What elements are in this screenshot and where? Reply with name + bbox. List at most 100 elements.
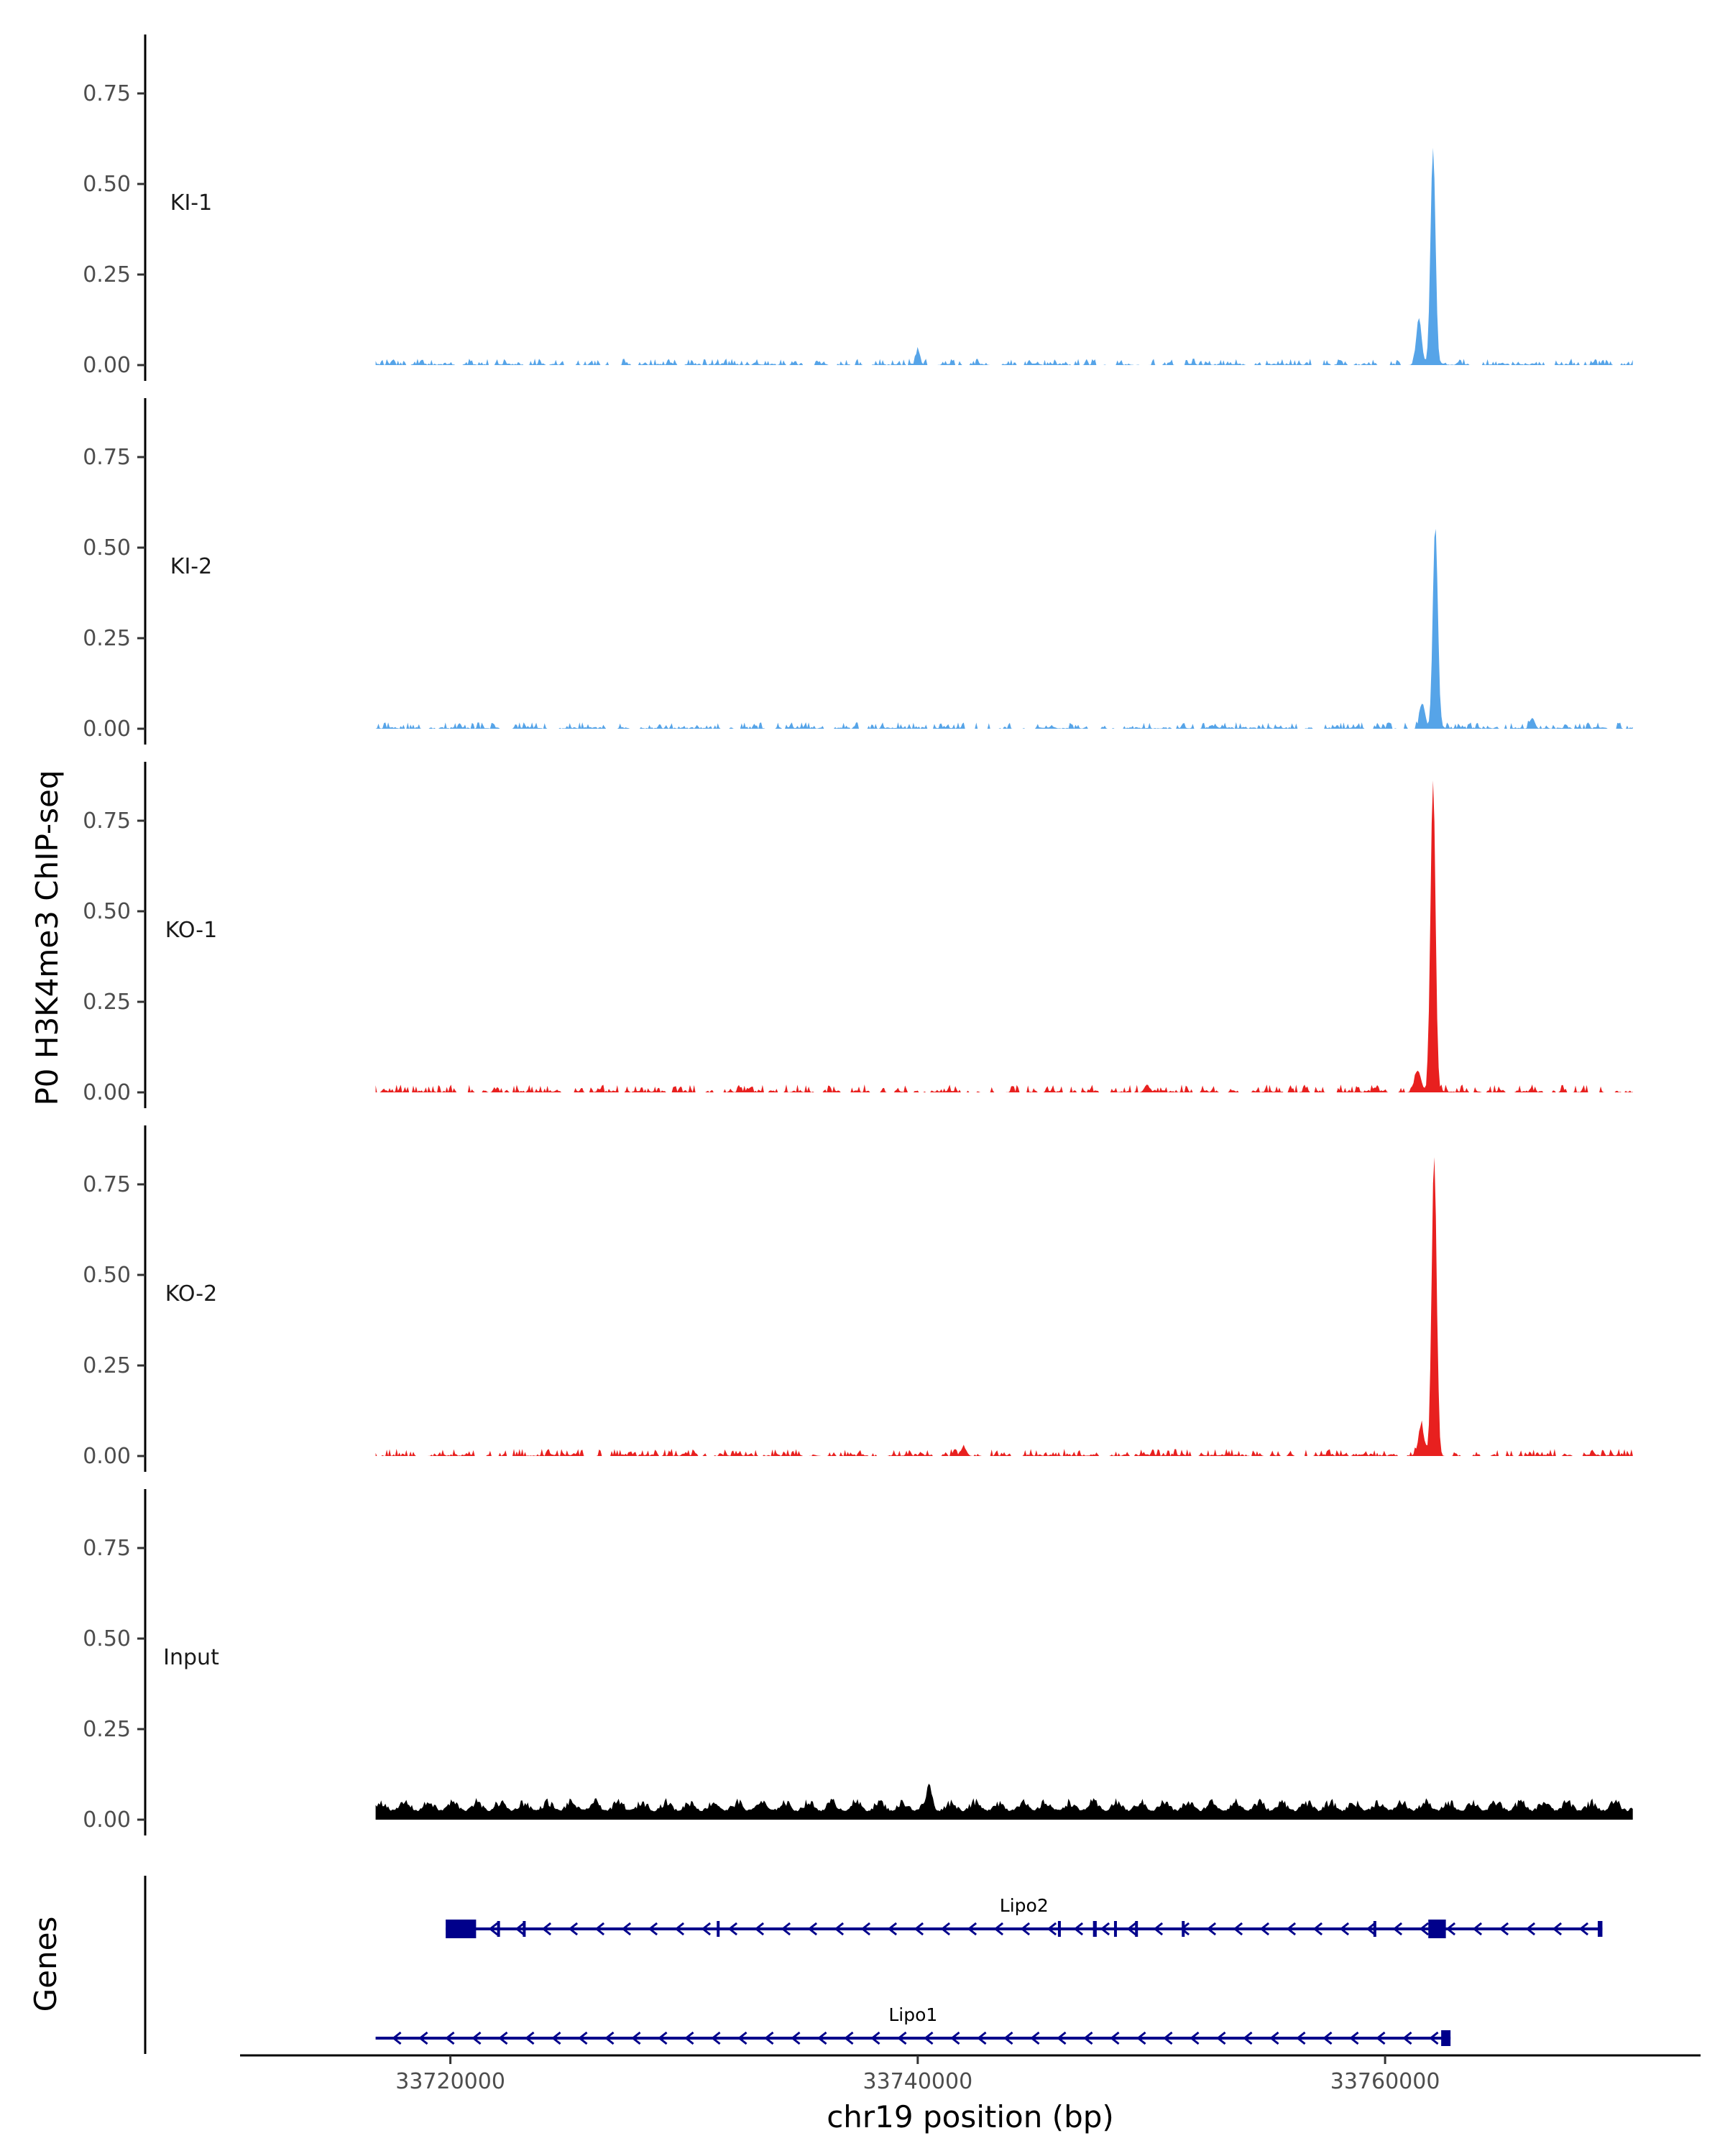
- strand-arrow-icon: [870, 2031, 880, 2045]
- y-tick-label: 0.00: [83, 1080, 131, 1105]
- strand-arrow-icon: [1419, 1922, 1430, 1936]
- strand-arrow-icon: [684, 2031, 694, 2045]
- gene-exon: [497, 1921, 500, 1937]
- signal-area-ki-1: [375, 147, 1633, 365]
- strand-arrow-icon: [1472, 1922, 1483, 1936]
- y-tick-label: 0.00: [83, 1444, 131, 1469]
- strand-arrow-icon: [727, 1922, 738, 1936]
- track-ki-2: 0.00 0.25 0.50 0.75 KI-2: [83, 398, 1633, 745]
- strand-arrow-icon: [1003, 2031, 1013, 2045]
- strand-arrow-icon: [844, 2031, 854, 2045]
- gene-exon: [446, 1920, 477, 1938]
- strand-arrow-icon: [817, 2031, 827, 2045]
- strand-arrow-icon: [1499, 1922, 1509, 1936]
- strand-arrow-icon: [791, 2031, 801, 2045]
- strand-arrow-icon: [1030, 2031, 1040, 2045]
- y-tick-label: 0.50: [83, 535, 131, 561]
- y-tick-label: 0.75: [83, 445, 131, 470]
- signal-area-ki-2: [375, 528, 1633, 729]
- y-tick-label: 0.50: [83, 1626, 131, 1651]
- strand-arrow-icon: [1083, 2031, 1093, 2045]
- y-tick-label: 0.25: [83, 1717, 131, 1742]
- strand-arrow-icon: [1190, 2031, 1200, 2045]
- strand-arrow-icon: [1312, 1922, 1323, 1936]
- gene-exon: [1182, 1921, 1185, 1937]
- track-ki-1: 0.00 0.25 0.50 0.75 KI-1: [83, 34, 1633, 381]
- gene-exon: [1428, 1920, 1446, 1938]
- strand-arrow-icon: [631, 2031, 641, 2045]
- strand-arrow-icon: [1525, 1922, 1536, 1936]
- strand-arrow-icon: [977, 2031, 987, 2045]
- gene-exon: [1441, 2030, 1451, 2046]
- gene-exon: [1092, 1921, 1097, 1937]
- strand-arrow-icon: [834, 1922, 845, 1936]
- strand-arrow-icon: [1445, 1922, 1456, 1936]
- gene-exon: [1135, 1921, 1138, 1937]
- strand-arrow-icon: [1349, 2031, 1359, 2045]
- y-tick-label: 0.25: [83, 1353, 131, 1378]
- signal-tracks: 0.00 0.25 0.50 0.75 KI-1 0.00 0.25 0.50 0.75 KI-2…: [83, 34, 1633, 1835]
- gene-exon: [1057, 1921, 1061, 1937]
- gene-exon: [1113, 1921, 1117, 1937]
- strand-arrow-icon: [993, 1922, 1004, 1936]
- strand-arrow-icon: [541, 1922, 552, 1936]
- strand-arrow-icon: [498, 2031, 508, 2045]
- y-tick-label: 0.50: [83, 1263, 131, 1288]
- genes-axis-title: Genes: [28, 1917, 63, 2012]
- track-label: KO-2: [165, 1281, 217, 1307]
- strand-arrow-icon: [1057, 2031, 1067, 2045]
- strand-arrow-icon: [1366, 1922, 1376, 1936]
- strand-arrow-icon: [887, 1922, 898, 1936]
- strand-arrow-icon: [488, 1922, 499, 1936]
- strand-arrow-icon: [472, 2031, 482, 2045]
- strand-arrow-icon: [1259, 1922, 1270, 1936]
- y-tick-label: 0.25: [83, 990, 131, 1015]
- track-label: KI-1: [170, 190, 212, 216]
- strand-arrow-icon: [648, 1922, 658, 1936]
- strand-arrow-icon: [1233, 1922, 1243, 1936]
- strand-arrow-icon: [1126, 1922, 1137, 1936]
- track-label: KI-2: [170, 554, 212, 579]
- strand-arrow-icon: [781, 1922, 791, 1936]
- y-tick-label: 0.75: [83, 808, 131, 834]
- strand-arrow-icon: [967, 1922, 978, 1936]
- strand-arrow-icon: [924, 2031, 934, 2045]
- strand-arrow-icon: [1153, 1922, 1164, 1936]
- y-tick-label: 0.50: [83, 899, 131, 924]
- strand-arrow-icon: [1136, 2031, 1146, 2045]
- strand-arrow-icon: [1392, 1922, 1403, 1936]
- y-tick-label: 0.75: [83, 81, 131, 106]
- strand-arrow-icon: [1206, 1922, 1217, 1936]
- gene-exon: [1597, 1921, 1603, 1937]
- strand-arrow-icon: [1100, 1922, 1110, 1936]
- gene-lipo1: Lipo1: [375, 2004, 1451, 2046]
- strand-arrow-icon: [1286, 1922, 1297, 1936]
- x-tick-label: 33740000: [862, 2069, 972, 2094]
- strand-arrow-icon: [525, 2031, 535, 2045]
- strand-arrow-icon: [1179, 1922, 1190, 1936]
- y-tick-label: 0.00: [83, 717, 131, 742]
- strand-arrow-icon: [940, 1922, 951, 1936]
- strand-arrow-icon: [578, 2031, 588, 2045]
- strand-arrow-icon: [1216, 2031, 1226, 2045]
- y-tick-label: 0.75: [83, 1172, 131, 1197]
- strand-arrow-icon: [950, 2031, 960, 2045]
- strand-arrow-icon: [621, 1922, 632, 1936]
- strand-arrow-icon: [658, 2031, 668, 2045]
- track-label: KO-1: [165, 918, 217, 943]
- y-tick-label: 0.00: [83, 1807, 131, 1833]
- strand-arrow-icon: [1110, 2031, 1120, 2045]
- gene-name-label: Lipo1: [888, 2004, 937, 2025]
- strand-arrow-icon: [860, 1922, 871, 1936]
- strand-arrow-icon: [674, 1922, 685, 1936]
- track-input: 0.00 0.25 0.50 0.75 Input: [83, 1489, 1633, 1835]
- y-tick-label: 0.25: [83, 626, 131, 651]
- signal-area-ko-1: [375, 780, 1633, 1092]
- y-tick-label: 0.25: [83, 262, 131, 287]
- y-tick-label: 0.00: [83, 353, 131, 378]
- strand-arrow-icon: [604, 2031, 615, 2045]
- strand-arrow-icon: [914, 1922, 924, 1936]
- x-tick-label: 33720000: [395, 2069, 505, 2094]
- strand-arrow-icon: [1020, 1922, 1031, 1936]
